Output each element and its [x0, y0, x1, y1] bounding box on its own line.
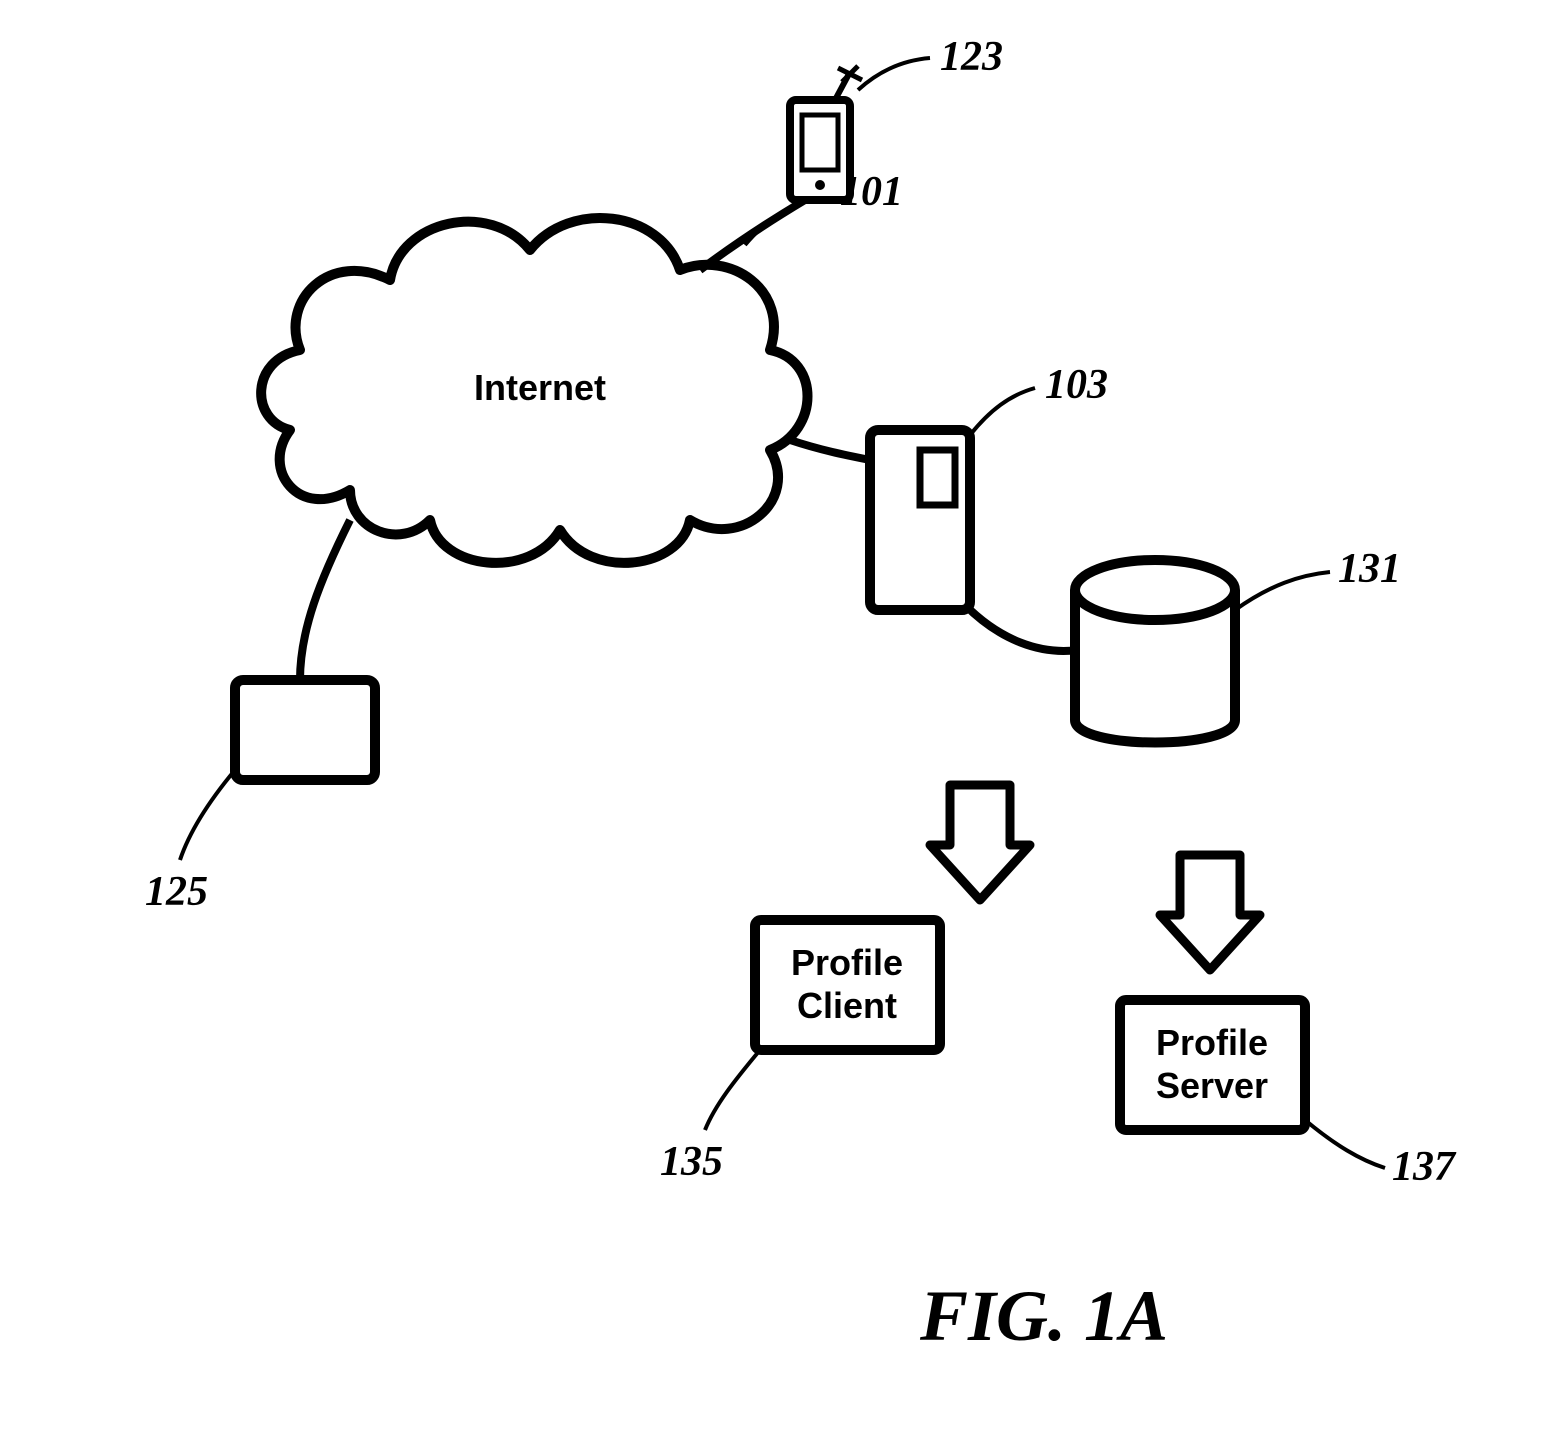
profile-client-label-line2: Client — [797, 985, 897, 1026]
arrow-to-profile-client — [930, 785, 1030, 900]
server-icon — [870, 430, 970, 610]
arrow-to-profile-server — [1160, 855, 1260, 970]
profile-server-box: Profile Server — [1120, 1000, 1305, 1130]
client-box-icon — [235, 680, 375, 780]
database-icon — [1075, 560, 1235, 743]
leader-125 — [180, 770, 235, 860]
connector-cloud-server — [790, 440, 870, 460]
profile-client-box: Profile Client — [755, 920, 940, 1050]
internet-cloud: Internet — [261, 218, 807, 563]
figure-canvas: Internet 101 123 125 103 131 — [0, 0, 1544, 1456]
ref-123: 123 — [940, 34, 1003, 80]
mobile-device-icon — [790, 66, 862, 200]
connector-server-database — [965, 605, 1078, 651]
leader-131 — [1235, 572, 1330, 610]
profile-server-label-line2: Server — [1156, 1065, 1268, 1106]
leader-135 — [705, 1050, 760, 1130]
figure-caption: FIG. 1A — [919, 1276, 1168, 1356]
internet-label: Internet — [474, 367, 606, 408]
profile-server-label-line1: Profile — [1156, 1022, 1268, 1063]
ref-131: 131 — [1338, 546, 1401, 592]
ref-125: 125 — [145, 869, 208, 915]
profile-client-label-line1: Profile — [791, 942, 903, 983]
leader-123 — [858, 58, 930, 90]
leader-103 — [970, 388, 1035, 435]
ref-137: 137 — [1392, 1144, 1457, 1190]
ref-103: 103 — [1045, 362, 1108, 408]
ref-135: 135 — [660, 1139, 723, 1185]
connector-cloud-clientbox — [300, 520, 350, 680]
connector-cloud-mobile — [700, 200, 805, 270]
leader-137 — [1305, 1120, 1385, 1168]
